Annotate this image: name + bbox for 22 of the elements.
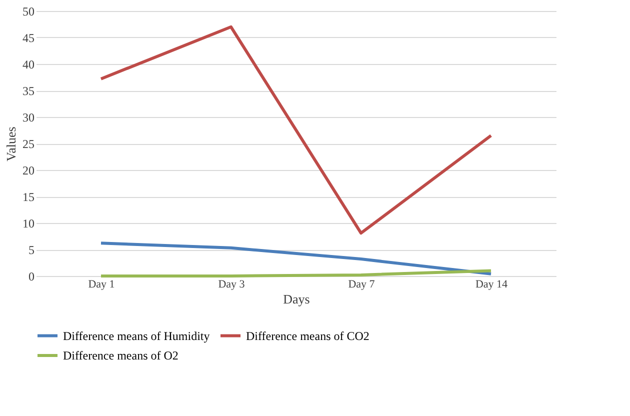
y-tick-label: 30 bbox=[22, 110, 34, 124]
y-tick-label: 45 bbox=[22, 31, 34, 45]
legend-label: Difference means of Humidity bbox=[63, 328, 210, 343]
y-tick-label: 15 bbox=[22, 190, 34, 204]
y-tick-label: 35 bbox=[22, 84, 34, 98]
legend-label: Difference means of O2 bbox=[63, 348, 178, 362]
y-tick-label: 10 bbox=[22, 216, 34, 230]
line-series bbox=[100, 25, 492, 235]
y-tick-label: 5 bbox=[28, 243, 34, 257]
legend-label: Difference means of CO2 bbox=[246, 328, 370, 343]
x-tick-label: Day 1 bbox=[88, 278, 115, 290]
line-series bbox=[100, 242, 492, 276]
x-tick-label: Day 7 bbox=[348, 278, 376, 290]
y-tick-label: 25 bbox=[22, 137, 34, 151]
y-axis-title: Values bbox=[4, 126, 18, 162]
y-tick-label: 20 bbox=[22, 164, 34, 178]
x-tick-label: Day 3 bbox=[218, 278, 246, 290]
y-tick-label: 0 bbox=[28, 270, 34, 284]
y-tick-label: 40 bbox=[22, 58, 34, 72]
y-tick-label: 50 bbox=[22, 4, 34, 18]
x-tick-label: Day 14 bbox=[475, 278, 508, 290]
x-axis-title: Days bbox=[283, 292, 310, 306]
